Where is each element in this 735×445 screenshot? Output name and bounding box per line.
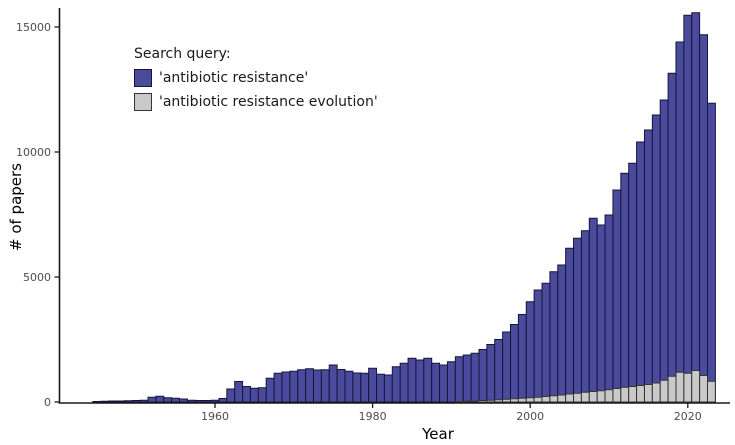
svg-text:2000: 2000 [516,410,544,423]
svg-text:0: 0 [44,396,51,409]
legend-item-antibiotic-resistance-evolution: 'antibiotic resistance evolution' [134,93,378,111]
axis-tick-labels: 0 5000 10000 15000 1960 1980 2000 2020 [16,21,702,423]
x-axis-title: Year [422,425,454,443]
legend-swatch-gray [134,93,152,111]
y-axis-title: # of papers [7,162,25,252]
legend-title: Search query: [134,46,231,62]
legend: Search query: 'antibiotic resistance' 'a… [134,46,378,117]
legend-label-antibiotic-resistance: 'antibiotic resistance' [159,70,309,86]
svg-text:10000: 10000 [16,146,51,159]
svg-text:1960: 1960 [201,410,229,423]
axes [54,8,730,408]
svg-text:5000: 5000 [23,271,51,284]
legend-label-antibiotic-resistance-evolution: 'antibiotic resistance evolution' [159,94,378,110]
svg-text:15000: 15000 [16,21,51,34]
bars-antibiotic-resistance-evolution [454,370,716,403]
svg-text:2020: 2020 [674,410,702,423]
legend-swatch-blue [134,69,152,87]
legend-item-antibiotic-resistance: 'antibiotic resistance' [134,69,378,87]
svg-text:1980: 1980 [359,410,387,423]
